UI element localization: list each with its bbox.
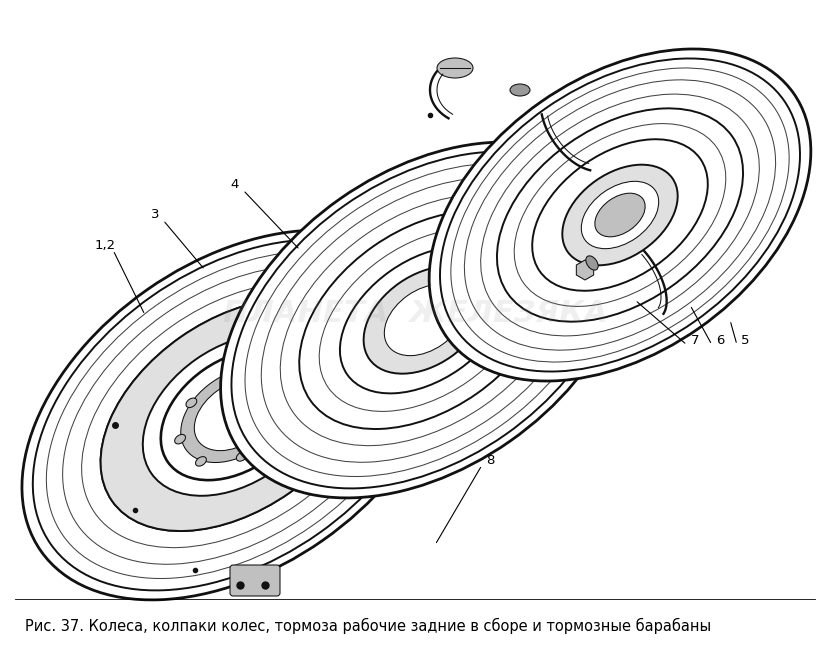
Ellipse shape xyxy=(62,266,408,564)
Ellipse shape xyxy=(340,247,510,394)
Ellipse shape xyxy=(261,178,588,462)
Ellipse shape xyxy=(273,422,284,432)
Ellipse shape xyxy=(237,452,247,461)
Ellipse shape xyxy=(194,379,276,451)
Text: 5: 5 xyxy=(740,334,749,347)
Ellipse shape xyxy=(440,58,800,371)
Ellipse shape xyxy=(33,239,437,591)
Ellipse shape xyxy=(46,252,423,579)
Text: 1,2: 1,2 xyxy=(95,239,115,252)
Ellipse shape xyxy=(100,299,369,531)
Ellipse shape xyxy=(586,256,598,270)
Ellipse shape xyxy=(532,139,708,291)
Text: 8: 8 xyxy=(486,453,494,466)
Ellipse shape xyxy=(81,283,388,547)
Ellipse shape xyxy=(481,94,759,336)
Text: 7: 7 xyxy=(691,334,699,347)
Ellipse shape xyxy=(437,58,473,78)
Ellipse shape xyxy=(595,193,645,237)
Ellipse shape xyxy=(143,334,327,496)
Ellipse shape xyxy=(245,164,605,477)
Ellipse shape xyxy=(174,434,186,444)
Ellipse shape xyxy=(196,456,207,466)
Ellipse shape xyxy=(100,299,369,531)
Text: Рис. 37. Колеса, колпаки колес, тормоза рабочие задние в сборе и тормозные бараб: Рис. 37. Колеса, колпаки колес, тормоза … xyxy=(25,618,711,634)
Ellipse shape xyxy=(581,181,659,249)
Ellipse shape xyxy=(497,109,743,322)
Text: 6: 6 xyxy=(715,334,725,347)
Ellipse shape xyxy=(22,230,448,600)
Ellipse shape xyxy=(364,266,486,373)
FancyBboxPatch shape xyxy=(230,565,280,596)
Text: 3: 3 xyxy=(151,209,159,222)
Ellipse shape xyxy=(562,165,678,266)
Ellipse shape xyxy=(264,364,275,373)
Ellipse shape xyxy=(515,124,725,307)
Ellipse shape xyxy=(510,84,530,96)
Ellipse shape xyxy=(281,194,569,445)
Ellipse shape xyxy=(300,211,551,429)
Ellipse shape xyxy=(465,80,775,350)
Ellipse shape xyxy=(232,152,618,489)
Text: ПЛАНЕТА  ЖЕЛЕЗЯКА: ПЛАНЕТА ЖЕЛЕЗЯКА xyxy=(222,300,608,328)
Ellipse shape xyxy=(186,398,197,407)
Ellipse shape xyxy=(221,142,629,498)
Ellipse shape xyxy=(161,350,310,480)
Ellipse shape xyxy=(222,369,233,378)
Ellipse shape xyxy=(429,49,811,381)
Ellipse shape xyxy=(320,229,531,411)
Ellipse shape xyxy=(285,386,295,396)
Ellipse shape xyxy=(384,284,466,356)
Text: 4: 4 xyxy=(231,179,239,192)
Ellipse shape xyxy=(181,368,289,462)
Ellipse shape xyxy=(451,68,789,362)
